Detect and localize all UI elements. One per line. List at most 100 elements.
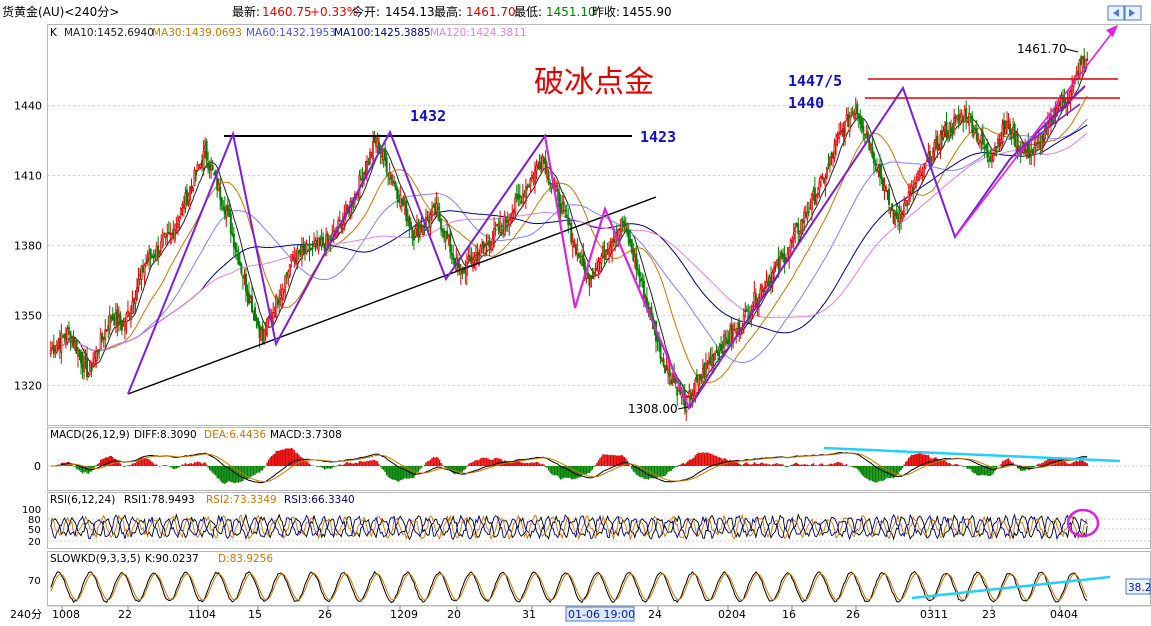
candle-body <box>953 117 956 133</box>
candle-body <box>848 117 851 132</box>
macd-histogram <box>50 447 1088 484</box>
candle-body <box>815 195 818 202</box>
candle-body <box>437 206 440 211</box>
candle-body <box>706 362 709 365</box>
candle-body <box>910 185 913 194</box>
candle-body <box>824 177 827 187</box>
candle-body <box>493 227 496 239</box>
candle-body <box>258 324 261 338</box>
candle-body <box>871 146 874 158</box>
candle-body <box>741 329 744 334</box>
candle-body <box>968 112 971 126</box>
candle-body <box>564 209 567 213</box>
candle-body <box>844 120 847 139</box>
candle-body <box>650 306 653 316</box>
candle-body <box>751 306 754 311</box>
candle-body <box>875 168 878 171</box>
candle-body <box>500 225 503 228</box>
zoom-right-button[interactable] <box>1124 5 1142 21</box>
candle-body <box>449 233 452 253</box>
candle-body <box>944 124 947 131</box>
candle-body <box>974 127 977 130</box>
candle-body <box>922 163 925 177</box>
candle-body <box>773 267 776 273</box>
candle-body <box>665 368 668 370</box>
candle-body <box>246 290 249 297</box>
candle-body <box>303 244 306 253</box>
candle-body <box>54 349 57 352</box>
candle-body <box>570 222 573 243</box>
candle-body <box>959 117 962 124</box>
candle-body <box>804 211 807 217</box>
kd-d: D:83.9256 <box>218 553 273 565</box>
date-tick: 24 <box>648 608 662 621</box>
candle-body <box>223 206 226 215</box>
rsi-tick-50: 50 <box>28 525 41 536</box>
candle-body <box>440 218 443 231</box>
candle-body <box>1043 128 1046 140</box>
date-tick: 0204 <box>718 608 746 621</box>
candle-body <box>506 220 509 223</box>
candle-body <box>128 313 131 316</box>
rsi3: RSI3:66.3340 <box>284 494 355 506</box>
candle-body <box>762 289 765 293</box>
candle-body <box>225 209 228 219</box>
candle-body <box>160 240 163 255</box>
candle-body <box>966 121 969 123</box>
candle-body <box>167 232 170 234</box>
candle-body <box>255 317 258 321</box>
candle-body <box>881 178 884 191</box>
candle-body <box>841 129 844 132</box>
candle-body <box>300 246 303 259</box>
candle-body <box>642 280 645 299</box>
candle-body <box>490 244 493 250</box>
candle-body <box>983 147 986 149</box>
date-tick: 26 <box>846 608 860 621</box>
candle-body <box>595 267 598 271</box>
candle-body <box>396 188 399 200</box>
macd-dea-line <box>50 452 1088 483</box>
date-tick: 0311 <box>920 608 948 621</box>
candle-body <box>125 313 128 324</box>
candle-body <box>635 253 638 271</box>
price-axis: 1320 1350 1380 1410 1440 <box>14 100 42 393</box>
candle-body <box>963 109 966 123</box>
rsi-tick-80: 80 <box>28 515 41 526</box>
candle-body <box>996 138 999 144</box>
candle-body <box>397 199 400 203</box>
open-price: 1454.13 <box>385 5 435 19</box>
candle-body <box>939 134 942 150</box>
candle-body <box>636 267 639 270</box>
zoom-left-button[interactable] <box>1107 5 1125 21</box>
candle-body <box>886 190 889 192</box>
candle-body <box>860 119 863 129</box>
chart-area[interactable]: 1320 1350 1380 1410 1440 K MA10:1452.6940 MA… <box>0 24 1151 626</box>
arrow-left-icon <box>1113 9 1119 17</box>
candle-body <box>511 212 514 219</box>
candle-body <box>288 264 291 276</box>
candle-body <box>571 241 574 248</box>
candle-body <box>907 192 910 205</box>
candle-body <box>639 278 642 282</box>
candle-body <box>99 334 102 350</box>
candle-body <box>418 226 421 235</box>
candle-body <box>909 190 912 193</box>
price-tick: 1380 <box>14 239 42 252</box>
candle-body <box>216 177 219 191</box>
candle-body <box>903 203 906 217</box>
date-axis: 1008 22 1104 15 26 1209 20 31 24 0204 16 26 0311 23 04… <box>52 606 1078 621</box>
candle-body <box>576 248 579 255</box>
candle-body <box>509 219 512 224</box>
candle-body <box>428 219 431 224</box>
candle-body <box>829 156 832 166</box>
candle-body <box>217 183 220 191</box>
candle-body <box>535 165 538 172</box>
candle-body <box>267 318 270 321</box>
candle-body <box>273 312 276 317</box>
candle-body <box>98 349 101 353</box>
candle-body <box>797 223 800 234</box>
candle-body <box>161 237 164 246</box>
candle-body <box>155 246 158 261</box>
candle-body <box>931 150 934 162</box>
cursor-date: 01-06 19:00 <box>568 608 635 621</box>
